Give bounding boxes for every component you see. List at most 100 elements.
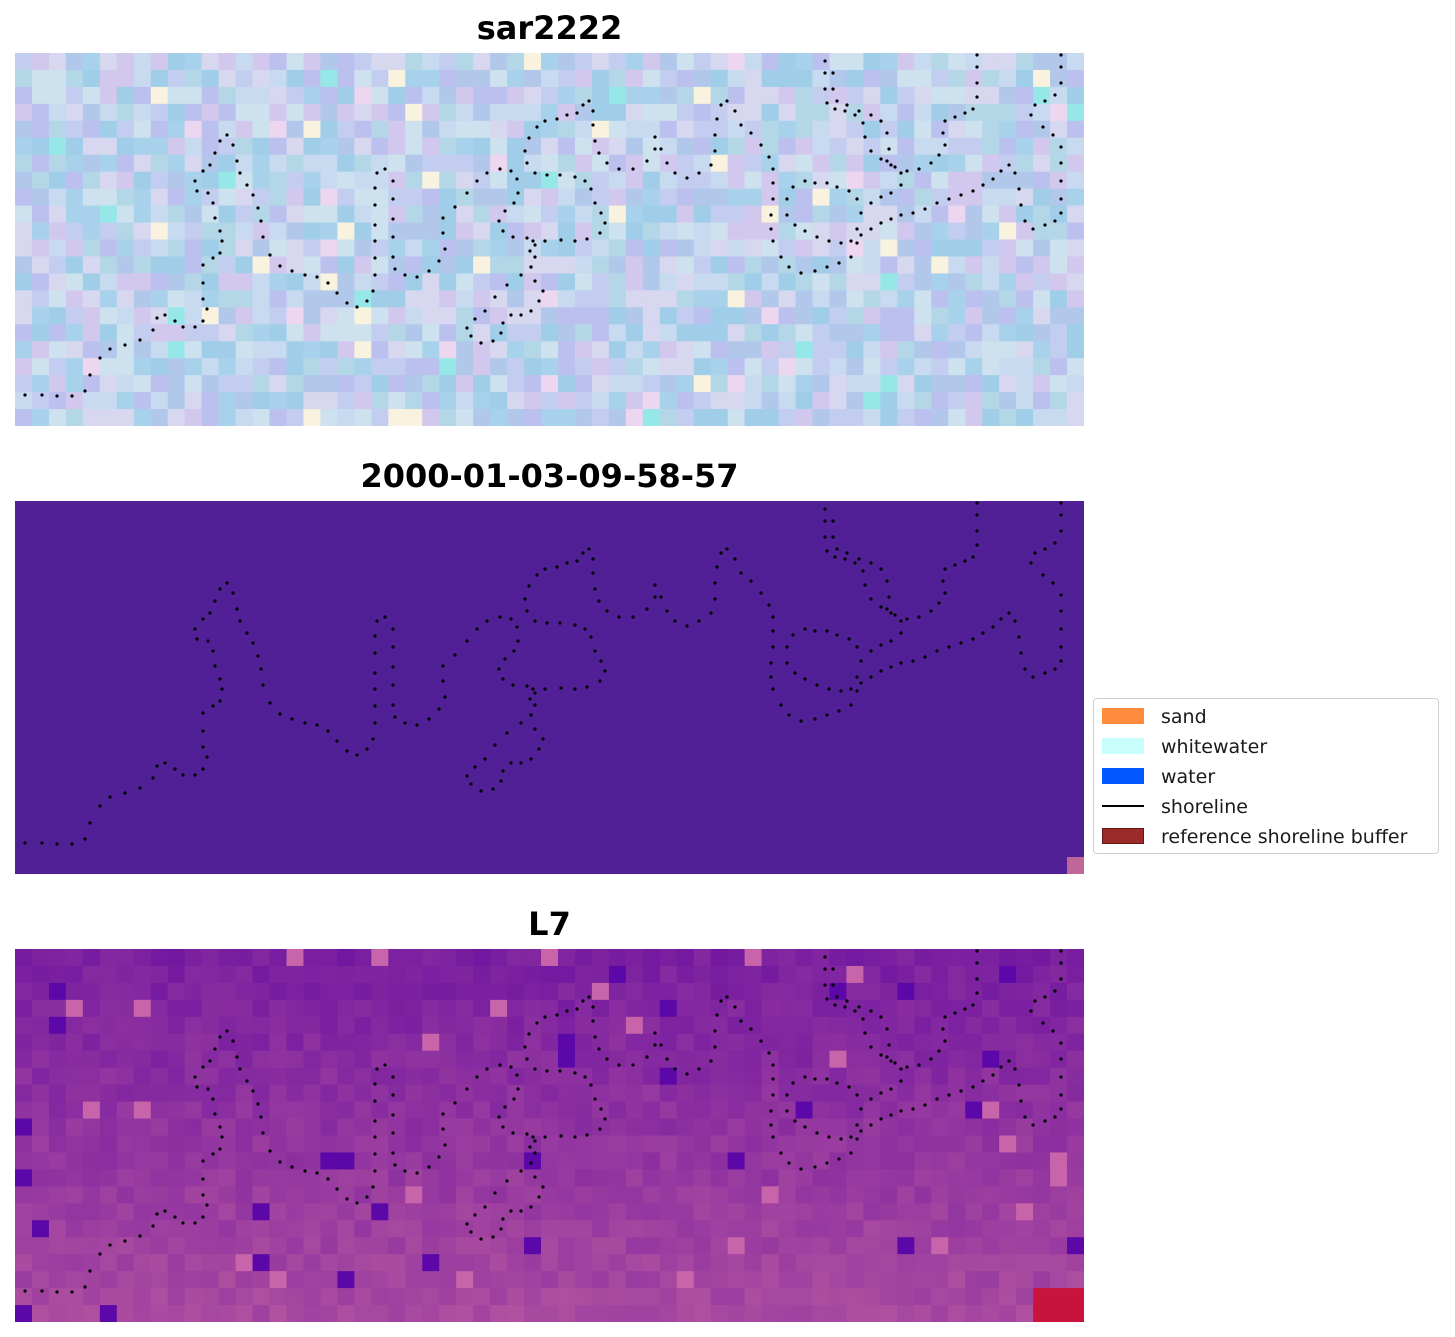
shoreline-point [581, 551, 585, 555]
shoreline-point [501, 677, 505, 681]
l7-pixel [625, 1152, 644, 1170]
sar-pixel [778, 222, 797, 241]
sar-pixel [490, 120, 508, 139]
sar-pixel [286, 222, 305, 241]
l7-pixel [490, 1203, 508, 1221]
sar-pixel [541, 171, 559, 190]
l7-pixel [897, 1169, 915, 1187]
shoreline-point [825, 1077, 829, 1081]
sar-pixel [710, 154, 729, 173]
sar-pixel [676, 273, 695, 291]
shoreline-point [975, 529, 979, 533]
l7-pixel [167, 1135, 186, 1154]
sar-pixel [608, 341, 627, 359]
shoreline-point [793, 223, 797, 227]
shoreline-point [653, 595, 657, 599]
sar-pixel [812, 290, 831, 308]
l7-pixel [150, 1016, 169, 1035]
sar-pixel [863, 188, 881, 207]
l7-pixel [931, 1033, 949, 1052]
shoreline-point [525, 684, 529, 688]
sar-pixel [354, 86, 372, 105]
sar-pixel [863, 256, 881, 274]
sar-pixel [693, 86, 712, 105]
l7-pixel [965, 1203, 983, 1221]
sar-pixel [48, 222, 67, 241]
sar-pixel [1050, 103, 1068, 122]
l7-pixel [31, 982, 50, 1001]
l7-pixel [931, 1169, 949, 1187]
l7-pixel [1067, 1135, 1084, 1154]
shoreline-point [453, 205, 457, 209]
sar-pixel [982, 273, 1000, 291]
sar-pixel [778, 375, 797, 393]
sar-pixel [235, 341, 254, 359]
shoreline-point [803, 677, 807, 681]
sar-pixel [880, 103, 898, 122]
l7-pixel [982, 1016, 1000, 1035]
shoreline-point [825, 265, 829, 269]
l7-pixel [982, 1169, 1000, 1187]
l7-pixel [388, 982, 406, 1001]
sar-pixel [965, 171, 983, 190]
shoreline-point [581, 103, 585, 107]
l7-pixel [676, 1050, 695, 1069]
sar-pixel [659, 307, 678, 325]
sar-pixel [337, 205, 355, 224]
sar-pixel [795, 137, 814, 156]
sar-pixel [591, 188, 610, 207]
l7-pixel [31, 1237, 50, 1255]
sar-pixel [659, 103, 678, 122]
l7-pixel [608, 949, 627, 967]
l7-pixel [218, 965, 237, 984]
sar-pixel [201, 324, 220, 342]
sar-pixel [982, 188, 1000, 207]
sar-pixel [1016, 53, 1034, 71]
sar-pixel [99, 86, 118, 105]
sar-pixel [914, 69, 932, 88]
sar-pixel [303, 205, 322, 224]
sar-pixel [982, 86, 1000, 105]
l7-pixel [1033, 949, 1051, 967]
l7-pixel [541, 1084, 559, 1103]
shoreline-point [497, 667, 501, 671]
sar-pixel [150, 137, 169, 156]
l7-pixel [184, 1305, 203, 1322]
l7-pixel [1016, 1305, 1034, 1322]
sar-pixel [269, 290, 288, 308]
l7-pixel [456, 1237, 474, 1255]
shoreline-point [859, 659, 863, 663]
l7-pixel [48, 1033, 67, 1052]
l7-pixel [337, 965, 355, 984]
shoreline-point [1041, 573, 1045, 577]
sar-pixel [31, 358, 50, 376]
shoreline-point [827, 239, 831, 243]
l7-pixel [1033, 1220, 1051, 1238]
sar-pixel [778, 307, 797, 325]
l7-pixel [99, 1135, 118, 1154]
l7-pixel [541, 965, 559, 984]
l7-pixel [150, 1135, 169, 1154]
sar-pixel [778, 273, 797, 291]
shoreline-point [511, 1131, 515, 1135]
shoreline-point [849, 1151, 853, 1155]
sar-pixel [218, 188, 237, 207]
sar-pixel [439, 53, 457, 71]
l7-pixel [931, 949, 949, 967]
sar-pixel [405, 358, 423, 376]
sar-pixel [574, 239, 593, 258]
sar-pixel [48, 290, 67, 308]
l7-pixel [846, 1254, 865, 1272]
sar-pixel [218, 154, 237, 173]
shoreline-point [771, 197, 775, 201]
shoreline-point [591, 1019, 595, 1023]
l7-pixel [133, 1033, 152, 1052]
l7-pixel [133, 1118, 152, 1137]
l7-pixel [1033, 1305, 1051, 1322]
l7-pixel [388, 1169, 406, 1187]
shoreline-point [855, 1137, 859, 1141]
sar-pixel [676, 256, 695, 274]
shoreline-point [617, 167, 621, 171]
sar-pixel [388, 273, 406, 291]
sar-pixel [608, 154, 627, 173]
